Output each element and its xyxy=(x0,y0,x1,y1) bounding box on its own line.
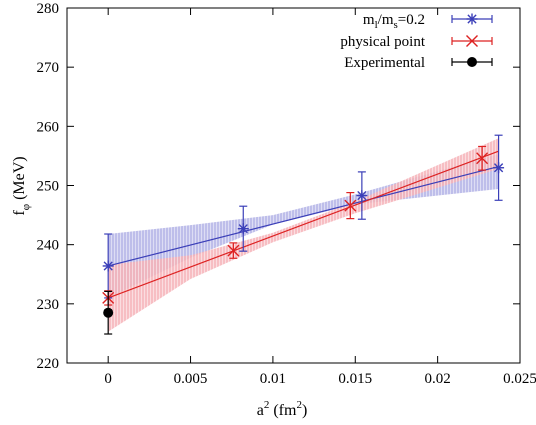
x-tick-label: 0.01 xyxy=(260,371,286,387)
fit-band xyxy=(108,138,499,332)
data-point xyxy=(344,192,357,220)
cross-marker xyxy=(466,35,478,47)
marker-stroke xyxy=(493,163,504,173)
asterisk-marker xyxy=(493,162,505,174)
x-tick-label: 0 xyxy=(104,371,112,387)
marker-stroke xyxy=(103,261,113,271)
circle-marker xyxy=(467,57,477,67)
y-tick-label: 220 xyxy=(37,356,60,372)
legend-label: physical point xyxy=(340,34,425,50)
legend-entry: physical point xyxy=(340,34,493,50)
marker-stroke xyxy=(466,35,478,47)
data-point xyxy=(103,290,114,335)
marker-stroke xyxy=(344,199,357,212)
axis-ticks xyxy=(67,7,521,364)
legend-entry: ml/ms=0.2 xyxy=(363,12,493,31)
x-axis-label: a2 (fm2) xyxy=(257,399,308,419)
legend: ml/ms=0.2 physical point Experimental xyxy=(340,12,493,71)
y-axis-label: fφ (MeV) xyxy=(11,156,32,215)
cross-marker xyxy=(227,244,240,257)
fit-bands xyxy=(108,138,499,332)
fit-line xyxy=(107,150,499,299)
legend-label: ml/ms=0.2 xyxy=(363,12,425,31)
fit-line xyxy=(108,165,499,267)
data-point xyxy=(237,205,249,252)
tick-labels: 0 0.005 0.01 0.015 0.02 0.025 220 230 240 250 260 2… xyxy=(37,1,536,387)
y-tick-label: 280 xyxy=(37,1,60,17)
data-point xyxy=(356,171,368,220)
x-tick-label: 0.015 xyxy=(338,371,372,387)
asterisk-marker xyxy=(356,190,368,202)
asterisk-marker xyxy=(466,13,478,25)
x-tick-label: 0.005 xyxy=(174,371,208,387)
y-tick-label: 240 xyxy=(37,238,60,254)
cross-marker xyxy=(344,199,357,212)
asterisk-marker xyxy=(102,260,114,272)
legend-entry: Experimental xyxy=(344,55,493,71)
data-point xyxy=(227,242,240,259)
marker-stroke xyxy=(238,224,248,234)
marker-stroke xyxy=(357,190,367,201)
data-point xyxy=(102,233,114,299)
y-tick-label: 260 xyxy=(37,119,60,135)
marker-stroke xyxy=(467,14,477,24)
y-tick-label: 250 xyxy=(37,179,60,195)
circle-marker xyxy=(103,307,114,318)
marker-stroke xyxy=(227,244,240,257)
legend-label: Experimental xyxy=(344,55,425,71)
asterisk-marker xyxy=(237,223,249,235)
data-point xyxy=(476,145,489,171)
data-points xyxy=(102,134,505,335)
x-tick-label: 0.02 xyxy=(425,371,451,387)
y-tick-label: 230 xyxy=(37,297,60,313)
y-tick-label: 270 xyxy=(37,60,60,76)
cross-marker xyxy=(476,152,489,165)
marker-stroke xyxy=(476,152,489,165)
fit-lines xyxy=(107,150,499,299)
x-tick-label: 0.025 xyxy=(503,371,536,387)
data-point xyxy=(493,134,505,201)
